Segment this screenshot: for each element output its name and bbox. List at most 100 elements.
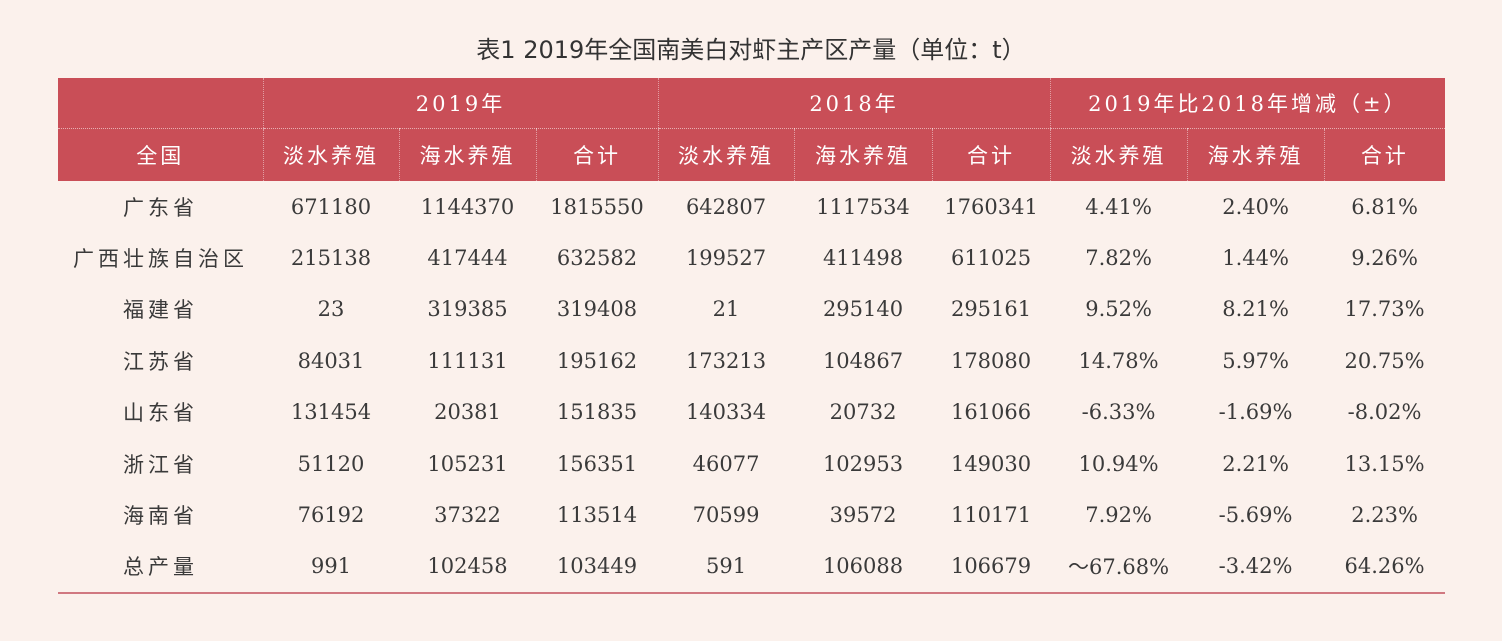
table-cell: 632582	[556, 246, 638, 271]
table-cell: 111131	[427, 348, 508, 373]
table-cell: 611025	[950, 246, 1032, 271]
table-cell: 319385	[427, 297, 508, 322]
production-table: 2019年 2018年 2019年比2018年增减（±） 全国 淡水养殖 海水养…	[58, 78, 1446, 595]
column-header: 合计	[931, 128, 1051, 181]
table-cell: 102458	[399, 540, 536, 595]
table-cell: 21	[712, 297, 740, 322]
table-cell: 2.21%	[1222, 451, 1289, 476]
table-cell: 2.23%	[1351, 503, 1418, 528]
region-name-cell: 广西壮族自治区	[73, 247, 248, 272]
table-cell: 195162	[556, 348, 638, 373]
table-cell: 417444	[427, 246, 508, 271]
table-cell: -6.33%	[1081, 400, 1156, 425]
table-cell: ～67.68%	[1050, 540, 1188, 595]
table-cell: 151835	[556, 400, 638, 425]
table-cell: 991	[263, 540, 399, 595]
table-cell: 1117534	[816, 194, 910, 219]
region-name-cell: 福建省	[123, 298, 198, 323]
table-row: 海南省 76192 37322 113514 70599 39572 11017…	[58, 489, 1445, 540]
column-header: 海水养殖	[1186, 128, 1325, 181]
table-cell: 20.75%	[1344, 348, 1425, 373]
table-row: 江苏省 84031 111131 195162 173213 104867 17…	[58, 335, 1445, 386]
header-column-row: 全国 淡水养殖 海水养殖 合计 淡水养殖 海水养殖 合计 淡水养殖 海水养殖 合…	[58, 128, 1446, 181]
table-cell: 103449	[536, 540, 659, 595]
table-cell: 8.21%	[1222, 297, 1289, 322]
table-cell: 84031	[297, 348, 365, 373]
table-row-total: 总产量 991 102458 103449 591 106088 106679 …	[58, 540, 1446, 595]
region-name-cell: 山东省	[123, 401, 198, 426]
table-cell: 642807	[685, 194, 767, 219]
table-cell: 2.40%	[1222, 194, 1289, 219]
table-cell: 319408	[556, 297, 638, 322]
region-name-cell: 浙江省	[123, 452, 198, 477]
table-header: 2019年 2018年 2019年比2018年增减（±） 全国 淡水养殖 海水养…	[58, 78, 1446, 181]
table-cell: 6.81%	[1351, 194, 1418, 219]
table-cell: 39572	[829, 503, 897, 528]
column-header: 淡水养殖	[262, 128, 399, 181]
table-cell: 46077	[692, 451, 760, 476]
table-row: 山东省 131454 20381 151835 140334 20732 161…	[58, 387, 1445, 438]
table-cell: 131454	[290, 400, 372, 425]
table-cell: 140334	[685, 400, 767, 425]
table-cell: -1.69%	[1218, 400, 1293, 425]
table-cell: 161066	[950, 400, 1032, 425]
table-cell: 295161	[950, 297, 1032, 322]
table-cell: 10.94%	[1078, 451, 1159, 476]
table-cell: 70599	[692, 503, 760, 528]
table-cell: 7.82%	[1085, 246, 1152, 271]
table-cell: 215138	[290, 246, 372, 271]
table-cell: 20381	[434, 400, 501, 425]
table-cell: 51120	[297, 451, 365, 476]
table-cell: -5.69%	[1218, 503, 1293, 528]
header-group-row: 2019年 2018年 2019年比2018年增减（±）	[58, 78, 1446, 129]
table-title: 表1 2019年全国南美白对虾主产区产量（单位：t）	[476, 36, 1026, 64]
table-cell: 14.78%	[1078, 348, 1159, 373]
table-cell: 13.15%	[1344, 451, 1425, 476]
table-cell: 411498	[822, 246, 904, 271]
table-cell: 17.73%	[1344, 297, 1425, 322]
region-name-cell: 总产量	[58, 540, 263, 595]
table-cell: 102953	[822, 451, 904, 476]
table-cell: -3.42%	[1187, 540, 1325, 595]
table-cell: 106088	[794, 540, 933, 595]
column-header: 合计	[535, 128, 659, 181]
table-cell: 178080	[950, 348, 1032, 373]
table-cell: 1.44%	[1222, 246, 1289, 271]
column-header: 海水养殖	[793, 128, 933, 181]
header-empty-cell	[58, 78, 263, 129]
table-cell: 64.26%	[1324, 540, 1446, 595]
table-cell: 149030	[950, 451, 1032, 476]
column-header: 淡水养殖	[1049, 128, 1188, 181]
region-name-cell: 广东省	[123, 195, 198, 220]
table-cell: 156351	[556, 451, 638, 476]
table-body: 广东省 671180 1144370 1815550 642807 111753…	[58, 181, 1446, 595]
table-cell: 199527	[685, 246, 767, 271]
table-cell: 1144370	[420, 194, 515, 219]
table-cell: 9.52%	[1085, 297, 1152, 322]
column-header: 海水养殖	[398, 128, 536, 181]
table-cell: 23	[317, 297, 345, 322]
table-row: 广西壮族自治区 215138 417444 632582 199527 4114…	[58, 232, 1445, 283]
table-row: 福建省 23 319385 319408 21 295140 295161 9.…	[58, 284, 1445, 335]
table-cell: 20732	[829, 400, 897, 425]
table-cell: -8.02%	[1347, 400, 1422, 425]
region-name-cell: 海南省	[123, 504, 198, 529]
table-cell: 295140	[822, 297, 904, 322]
header-group-2018: 2018年	[657, 78, 1051, 129]
table-cell: 671180	[290, 194, 372, 219]
table-cell: 37322	[434, 503, 501, 528]
region-name-cell: 江苏省	[123, 349, 198, 374]
table-cell: 9.26%	[1351, 246, 1418, 271]
header-group-change: 2019年比2018年增减（±）	[1049, 78, 1446, 129]
table-cell: 5.97%	[1222, 348, 1289, 373]
table-row: 广东省 671180 1144370 1815550 642807 111753…	[58, 181, 1445, 232]
table-cell: 113514	[556, 503, 638, 528]
column-header: 全国	[58, 128, 263, 181]
header-group-2019: 2019年	[262, 78, 659, 129]
table-cell: 1815550	[550, 194, 644, 219]
table-cell: 106679	[932, 540, 1051, 595]
table-cell: 4.41%	[1085, 194, 1152, 219]
table-cell: 7.92%	[1085, 503, 1152, 528]
column-header: 淡水养殖	[657, 128, 795, 181]
table-cell: 76192	[297, 503, 365, 528]
